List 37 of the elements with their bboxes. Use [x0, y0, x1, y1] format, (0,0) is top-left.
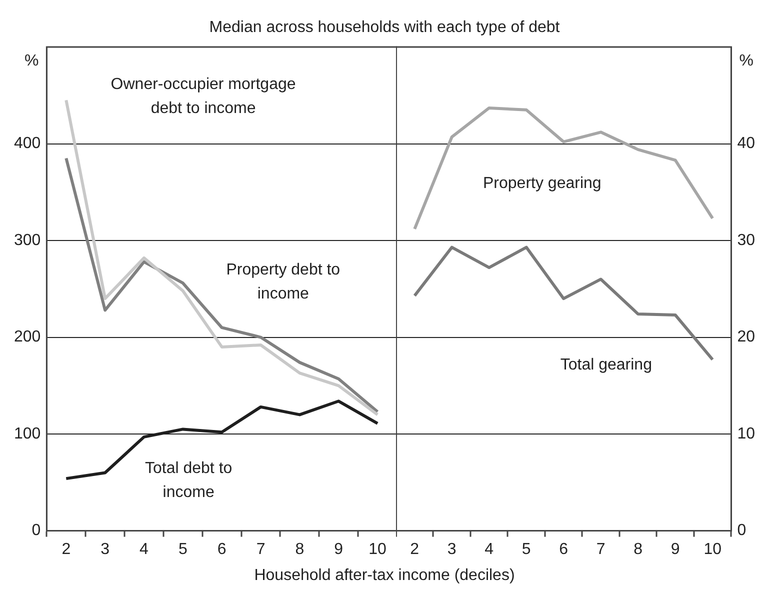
x-tick-label: 4 [484, 540, 494, 558]
x-tick-label: 6 [217, 540, 226, 558]
x-tick-label: 8 [634, 540, 643, 558]
chart-title: Median across households with each type of debt [208, 18, 561, 38]
y-tick-label: 400 [14, 135, 41, 152]
series-label: Property debt to income [226, 262, 340, 303]
x-tick-label: 7 [256, 540, 266, 558]
x-tick-label: 2 [62, 540, 71, 558]
x-tick-label: 5 [178, 540, 188, 558]
y-axis-title: % [24, 52, 39, 70]
text: Total gearing [560, 356, 652, 374]
y-tick-label: 0 [32, 522, 41, 540]
y-tick-label: 300 [14, 232, 41, 249]
y2-axis-title: % [739, 52, 754, 70]
text: Owner-occupier mortgage debt to income [110, 76, 296, 117]
x-tick-label: 10 [368, 540, 387, 558]
x-tick-label: 7 [596, 540, 606, 558]
y2-tick-label: 30 [737, 232, 756, 249]
x-tick-label: 5 [522, 540, 531, 558]
x-tick-label: 9 [670, 540, 680, 558]
x-tick-label: 2 [410, 540, 420, 558]
x-tick-label: 10 [704, 540, 722, 558]
y-tick-label: 200 [14, 328, 41, 346]
x-tick-label: 4 [140, 540, 149, 558]
x-axis-title: Household after-tax income (deciles) [253, 566, 516, 586]
y2-tick-label: 10 [737, 425, 756, 442]
y2-tick-label: 20 [737, 328, 756, 346]
x-tick-label: 3 [447, 540, 456, 558]
text: Property gearing [483, 174, 602, 192]
x-tick-label: 8 [295, 540, 304, 558]
y2-tick-label: 0 [737, 522, 746, 540]
x-tick-label: 3 [100, 540, 110, 558]
y-tick-label: 100 [14, 425, 41, 442]
y2-tick-label: 40 [737, 135, 756, 152]
x-tick-label: 9 [334, 540, 344, 558]
x-tick-label: 6 [559, 540, 568, 558]
series-label: Total debt to income [144, 460, 232, 501]
